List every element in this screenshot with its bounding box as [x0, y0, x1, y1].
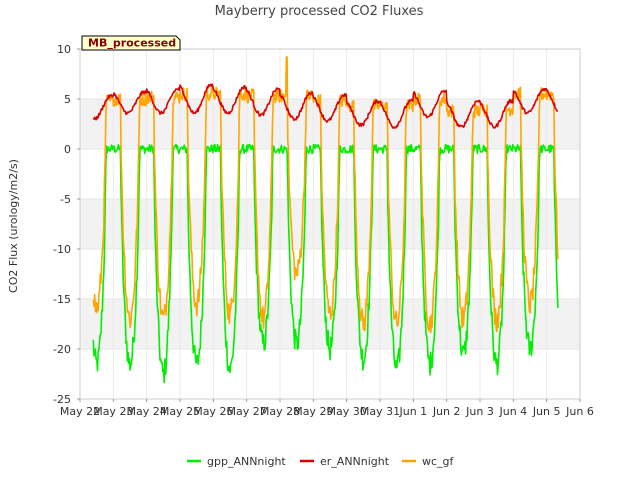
y-tick-label: -15: [53, 293, 71, 306]
x-tick-label: Jun 6: [565, 405, 594, 418]
legend-label: wc_gf: [422, 455, 455, 468]
x-tick-label: Jun 3: [465, 405, 494, 418]
x-tick-label: May 23: [93, 405, 133, 418]
y-tick-label: -5: [60, 193, 71, 206]
legend-label: er_ANNnight: [320, 455, 390, 468]
legend: gpp_ANNnight er_ANNnight wc_gf: [187, 455, 455, 468]
y-tick-label: -25: [53, 393, 71, 406]
y-tick-label: -20: [53, 343, 71, 356]
x-tick-label: May 31: [360, 405, 400, 418]
x-tick-label: May 22: [60, 405, 100, 418]
x-tick-label: May 26: [193, 405, 233, 418]
x-tick-label: Jun 2: [432, 405, 461, 418]
grid-band: [80, 199, 580, 249]
x-tick-label: May 27: [227, 405, 267, 418]
x-tick-label: May 25: [160, 405, 200, 418]
badge-shape: [81, 35, 181, 51]
y-tick-label: 10: [57, 43, 71, 56]
y-axis: -25 -20 -15 -10 -5 0 5 10: [53, 43, 80, 406]
plot-frame: [79, 48, 581, 400]
series-wc-line: [92, 56, 559, 334]
x-tick-label: May 28: [260, 405, 300, 418]
series-gpp-line: [92, 143, 559, 384]
x-tick-label: Jun 1: [398, 405, 427, 418]
y-tick-label: 0: [64, 143, 71, 156]
y-axis-title: CO2 Flux (urology/m2/s): [7, 159, 20, 293]
x-tick-label: Jun 5: [532, 405, 561, 418]
x-tick-label: May 24: [127, 405, 167, 418]
x-tick-label: May 30: [327, 405, 367, 418]
x-tick-label: May 29: [293, 405, 333, 418]
series-er-line: [92, 83, 559, 129]
chart-title: Mayberry processed CO2 Fluxes: [215, 4, 424, 19]
y-tick-label: -10: [53, 243, 71, 256]
legend-label: gpp_ANNnight: [207, 455, 286, 468]
x-tick-label: Jun 4: [498, 405, 527, 418]
series-layer: [92, 56, 559, 384]
badge-label: MB_processed: [88, 37, 176, 50]
site-badge: MB_processed: [81, 35, 181, 51]
y-tick-label: 5: [64, 93, 71, 106]
